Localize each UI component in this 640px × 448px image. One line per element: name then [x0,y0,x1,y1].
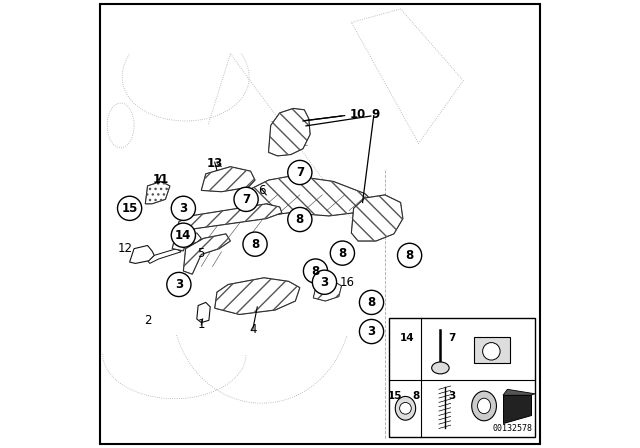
Circle shape [288,207,312,232]
Polygon shape [179,233,202,244]
Polygon shape [215,278,300,314]
Polygon shape [503,395,531,422]
Text: 8: 8 [296,213,304,226]
Ellipse shape [431,362,449,374]
Bar [389,318,535,437]
Polygon shape [314,280,342,301]
Text: 15: 15 [122,202,138,215]
Text: 6: 6 [258,184,266,197]
Polygon shape [244,176,374,216]
Circle shape [360,290,383,314]
Text: 16: 16 [339,276,355,289]
Ellipse shape [472,391,497,421]
Text: 3: 3 [175,278,183,291]
Text: 10: 10 [350,108,366,121]
Polygon shape [130,246,154,263]
Text: 8: 8 [413,392,420,401]
Polygon shape [503,389,535,395]
Polygon shape [202,167,255,192]
Circle shape [399,402,412,414]
Text: 8: 8 [339,246,346,260]
Text: 7: 7 [449,333,456,343]
Text: 8: 8 [251,237,259,251]
Polygon shape [197,302,210,323]
Polygon shape [184,234,230,274]
Text: 8: 8 [406,249,413,262]
Circle shape [303,259,328,283]
Text: 5: 5 [198,246,205,260]
Text: 7: 7 [242,193,250,206]
Text: 14: 14 [400,333,415,343]
Text: 7: 7 [296,166,304,179]
Circle shape [167,272,191,297]
Text: 00132578: 00132578 [493,424,533,433]
Polygon shape [351,195,403,241]
Text: 1: 1 [198,318,205,332]
Text: 11: 11 [153,172,169,186]
Polygon shape [148,249,181,263]
Circle shape [330,241,355,265]
Text: 8: 8 [367,296,376,309]
Text: 14: 14 [175,228,191,242]
Circle shape [312,270,337,294]
Text: 15: 15 [388,392,403,401]
Circle shape [172,223,195,247]
Circle shape [360,319,383,344]
Text: 3: 3 [367,325,376,338]
Circle shape [118,196,141,220]
Text: 3: 3 [449,392,456,401]
Text: 2: 2 [144,314,151,327]
Ellipse shape [477,398,491,414]
Circle shape [234,187,258,211]
Text: 8: 8 [312,264,319,278]
Text: 3: 3 [179,202,188,215]
Circle shape [483,343,500,360]
Text: 9: 9 [372,108,380,121]
Circle shape [243,232,267,256]
Circle shape [397,243,422,267]
Circle shape [172,196,195,220]
Polygon shape [145,181,170,204]
Bar [474,337,510,363]
Polygon shape [172,204,282,251]
Circle shape [288,160,312,185]
Text: 3: 3 [321,276,328,289]
Text: 13: 13 [207,157,223,170]
Polygon shape [269,108,310,156]
Ellipse shape [396,396,415,420]
Text: 12: 12 [118,242,132,255]
Text: 4: 4 [249,323,257,336]
